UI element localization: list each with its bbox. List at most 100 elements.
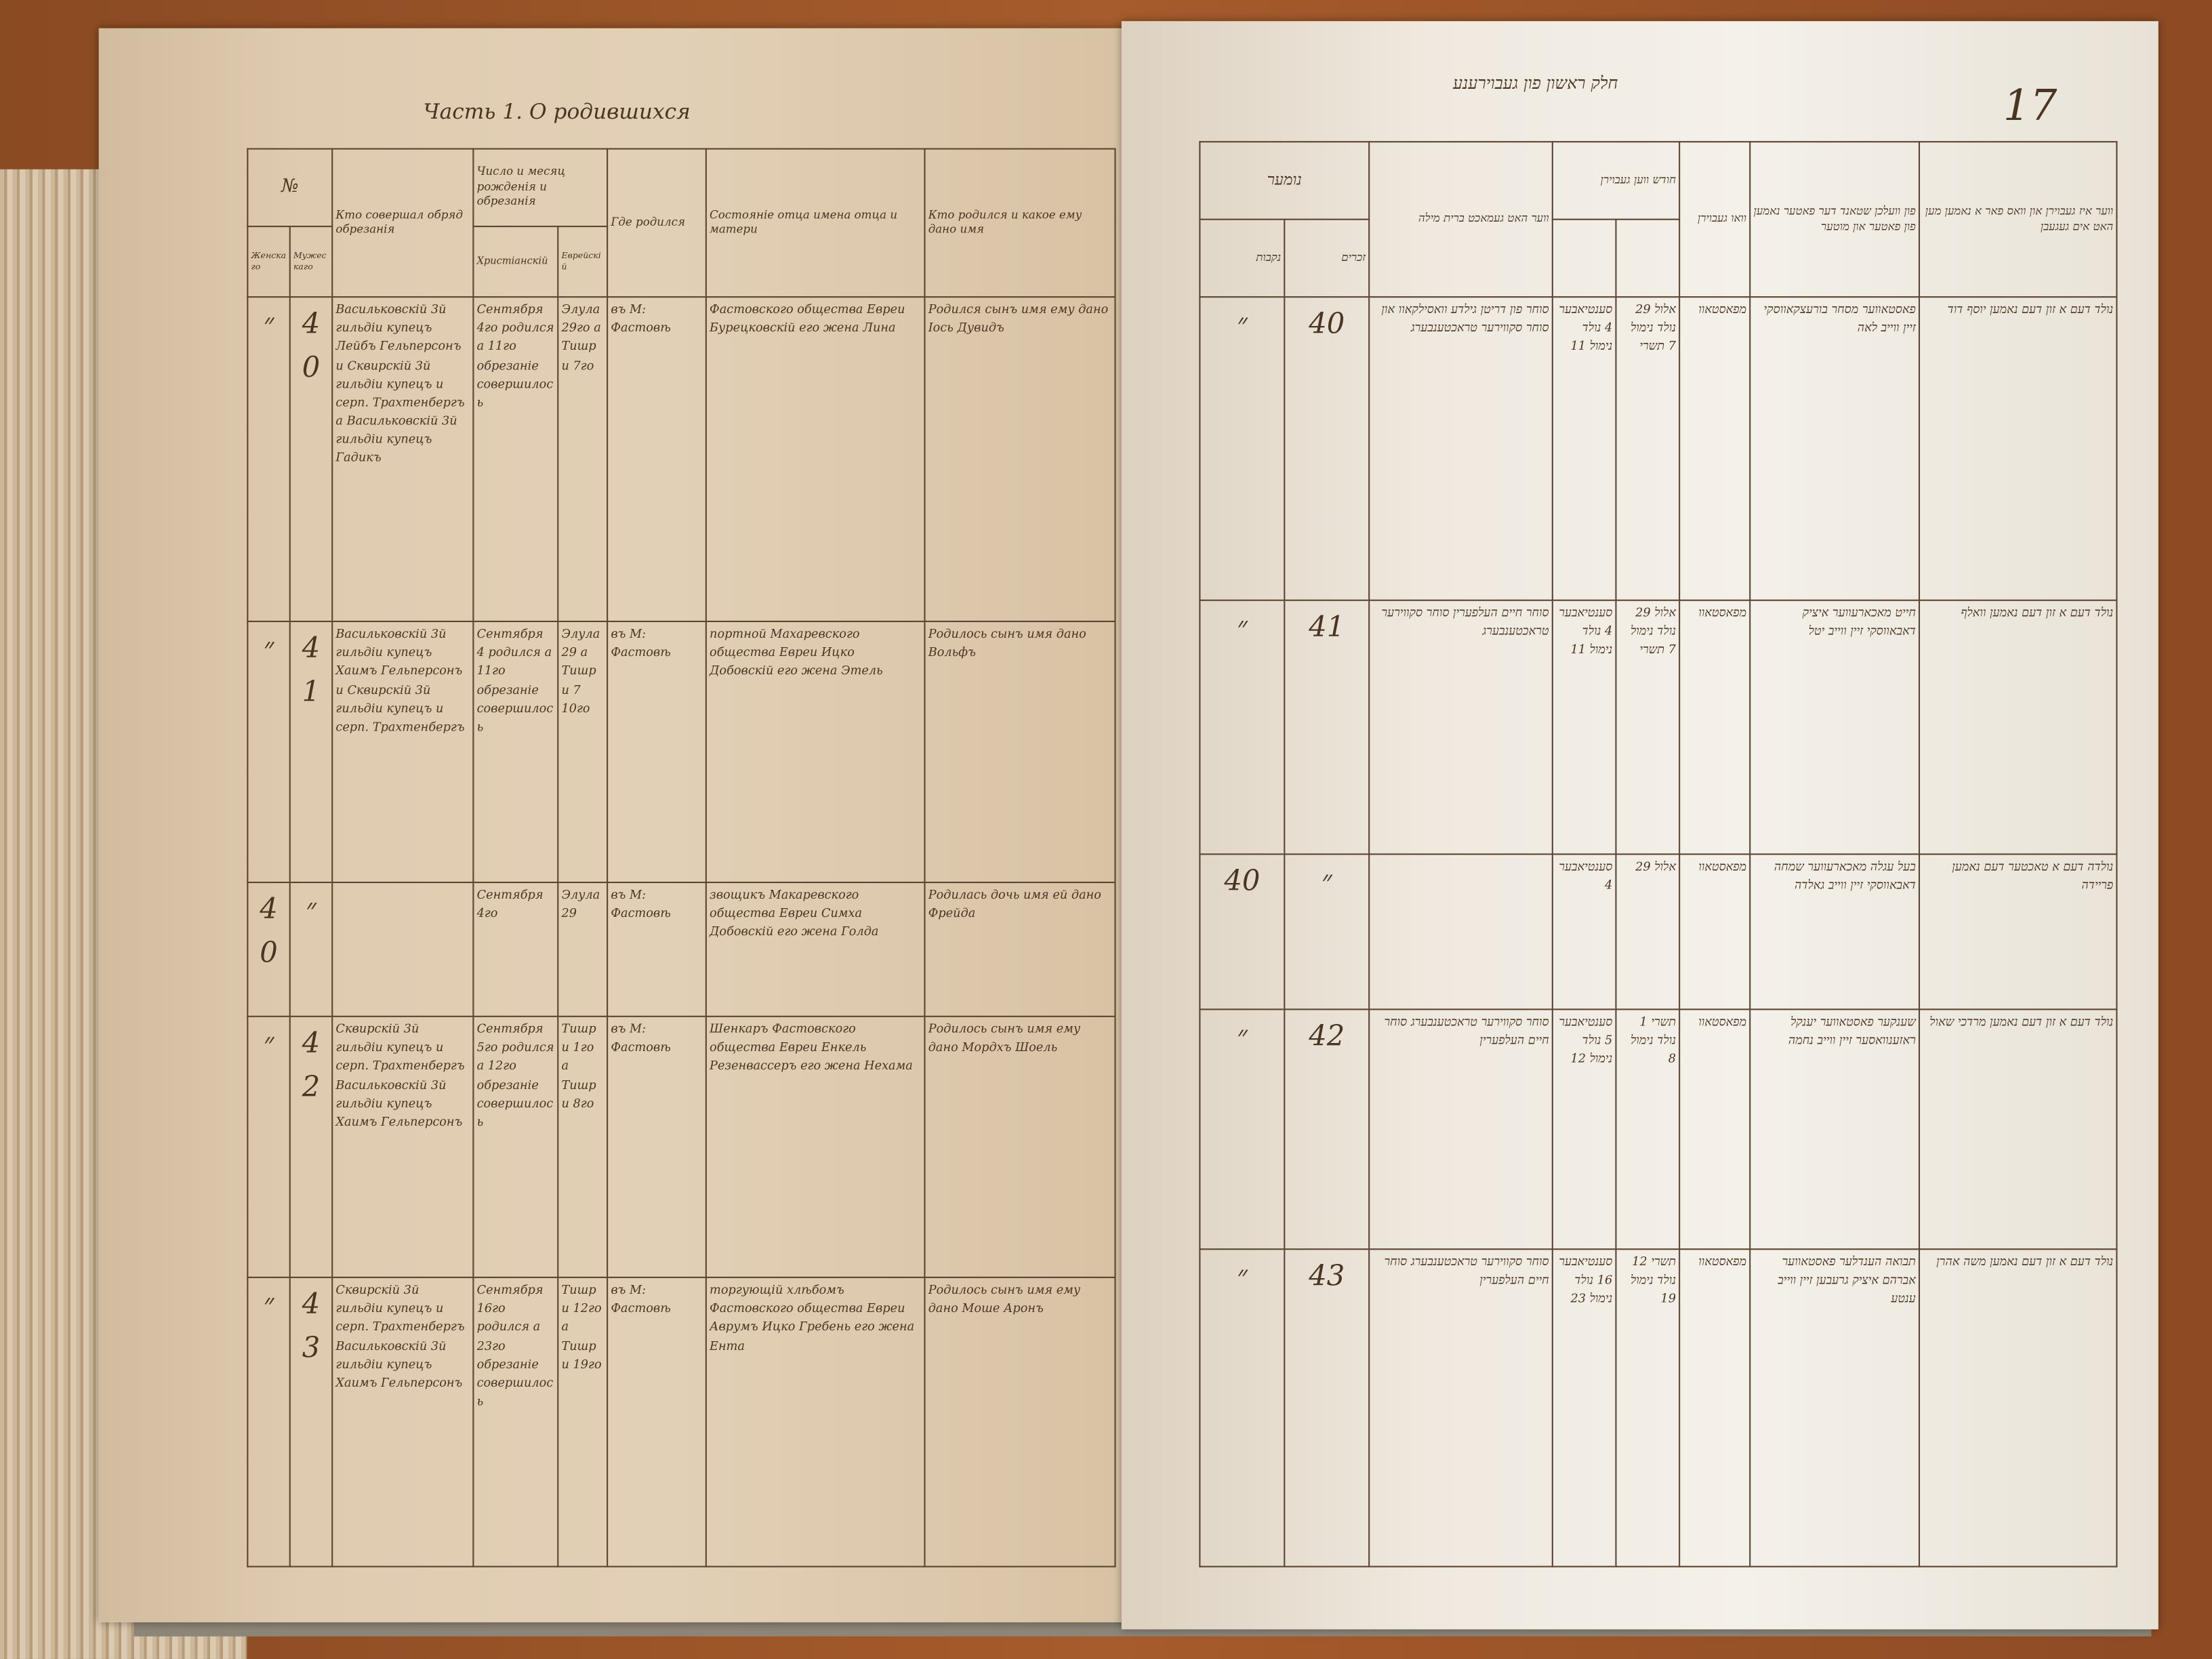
cell-parents: торгующій хлѣбомъ Фастовского общества Е… [705, 1276, 926, 1568]
cell-date-christian: Сентября 4го [472, 881, 559, 1017]
register-row: נולד דעם א זון דעם נאמען וואלף חייט מאכאר… [1199, 599, 2118, 855]
cell-place: מפאסטאוו [1679, 599, 1751, 855]
cell-child: נולד דעם א זון דעם נאמען משה אהרן [1919, 1248, 2118, 1568]
cell-male: 41 [1284, 599, 1370, 855]
header-date: Число и месяц рожденія и обрезанія [472, 148, 609, 228]
cell-place: מפאסטאוו [1679, 853, 1751, 1010]
cell-child: Родилось сынъ имя дано Вольфъ [924, 620, 1116, 884]
header-date-christian: Христіанскій [472, 226, 559, 298]
cell-performer: Сквирскій 3й гильдіи купецъ и серп. Трах… [331, 1276, 474, 1568]
cell-date-christian: סענטיאבער 4 [1551, 853, 1617, 1010]
cell-parents: תבואה הענדלער פאסטאווער אברהם איציק גרעב… [1749, 1248, 1921, 1568]
register-row: נולד דעם א זון דעם נאמען יוסף דוד פאסטאוו… [1199, 296, 2118, 601]
cell-female: 40 [1199, 853, 1286, 1010]
cell-performer: Васильковскій 3й гильдіи купецъ Хаимъ Ге… [331, 620, 474, 884]
register-row: ״ 41 Васильковскій 3й гильдіи купецъ Хаимъ… [247, 620, 1116, 884]
header-child: Кто родился и какое ему дано имя [924, 148, 1116, 298]
cell-parents: Шенкаръ Фастовского общества Евреи Енкел… [705, 1015, 926, 1278]
right-page-title: חלק ראשון פון געבוירענע [1453, 73, 1618, 94]
cell-child: Родилось сынъ имя ему дано Мордхъ Шоель [924, 1015, 1116, 1278]
header-date-jewish: Еврейскій [557, 226, 609, 298]
header-number-female: נקבות [1199, 218, 1286, 298]
cell-male: 42 [1284, 1008, 1370, 1250]
cell-parents: Фастовского общества Евреи Бурецковскій … [705, 296, 926, 622]
cell-place: въ М: Фастовѣ [607, 296, 707, 622]
right-register-table: ווער איז געבוירן און וואס פאר א נאמען מע… [1199, 141, 2118, 1568]
cell-child: נולדה דעם א טאכטער דעם נאמען פריידה [1919, 853, 2118, 1010]
register-row: 40 ״ Сентября 4го Элула 29 въ М: Фастовѣ звощ… [247, 881, 1116, 1017]
cell-date-jewish: Тишри 12го а Тишри 19го [557, 1276, 609, 1568]
cell-female: ״ [1199, 1248, 1286, 1568]
header-date-christian-blank [1551, 218, 1617, 298]
cell-date-christian: Сентября 4го родился а 11го обрезаніе со… [472, 296, 559, 622]
cell-male: 43 [1284, 1248, 1370, 1568]
header-number-female: Женскаго [247, 226, 291, 298]
cell-date-jewish: Элула 29го а Тишри 7го [557, 296, 609, 622]
cell-performer: סוחר סקווירער טראכטענבערג סוחר חיים העלפ… [1368, 1008, 1553, 1250]
cell-parents: חייט מאכארעווער איציק דאבאווסקי זיין ווי… [1749, 599, 1921, 855]
header-number: № [247, 148, 333, 228]
cell-female: ״ [1199, 1008, 1286, 1250]
cell-male: 41 [289, 620, 333, 884]
register-row: נולדה דעם א טאכטער דעם נאמען פריידה בעל ע… [1199, 853, 2118, 1010]
cell-child: Родилась дочь имя ей дано Фрейда [924, 881, 1116, 1017]
cell-child: נולד דעם א זון דעם נאמען מרדכי שאול [1919, 1008, 2118, 1250]
cell-performer: סוחר חיים העלפערין סוחר סקווירער טראכטענ… [1368, 599, 1553, 855]
cell-place: въ М: Фастовѣ [607, 1276, 707, 1568]
cell-date-christian: Сентября 4 родился а 11го обрезаніе сове… [472, 620, 559, 884]
cell-parents: שענקער פאסטאווער יענקל ראזענוואסער זיין … [1749, 1008, 1921, 1250]
cell-male: 43 [289, 1276, 333, 1568]
cell-date-jewish: אלול 29 נולד נימול 7 תשרי [1615, 599, 1681, 855]
left-register-table: № Кто совершал обряд обрезанія Число и м… [247, 148, 1116, 1568]
header-parents: Состояніе отца имена отца и матери [705, 148, 926, 298]
header-child: ווער איז געבוירן און וואס פאר א נאמען מע… [1919, 141, 2118, 298]
header-performer: ווער האט געמאכט ברית מילה [1368, 141, 1553, 298]
cell-performer [1368, 853, 1553, 1010]
cell-date-jewish: אלול 29 [1615, 853, 1681, 1010]
cell-performer: Сквирскій 3й гильдіи купецъ и серп. Трах… [331, 1015, 474, 1278]
left-page-title: Часть 1. О родившихся [423, 98, 691, 125]
register-row: ״ 43 Сквирскій 3й гильдіи купецъ и серп. Т… [247, 1276, 1116, 1568]
register-row: ״ 40 Васильковскій 3й гильдіи купецъ Лейбъ… [247, 296, 1116, 622]
header-place: וואו געבוירן [1679, 141, 1751, 298]
cell-date-christian: Сентября 16го родился а 23го обрезаніе с… [472, 1276, 559, 1568]
cell-performer [331, 881, 474, 1017]
register-row: נולד דעם א זון דעם נאמען מרדכי שאול שענקע… [1199, 1008, 2118, 1250]
register-row: נולד דעם א זון דעם נאמען משה אהרן תבואה ה… [1199, 1248, 2118, 1568]
register-row: ״ 42 Сквирскій 3й гильдіи купецъ и серп. Т… [247, 1015, 1116, 1278]
header-number: נומער [1199, 141, 1370, 220]
header-performer: Кто совершал обряд обрезанія [331, 148, 474, 298]
cell-parents: פאסטאווער מסחר בורעצקאווסקי זיין ווייב ל… [1749, 296, 1921, 601]
page-number: 17 [2003, 81, 2057, 131]
cell-female: ״ [247, 1015, 291, 1278]
cell-date-christian: סענטיאבער 16 נולד נימול 23 [1551, 1248, 1617, 1568]
cell-place: въ М: Фастовѣ [607, 1015, 707, 1278]
cell-female: ״ [247, 1276, 291, 1568]
cell-parents: звощикъ Макаревского общества Евреи Симх… [705, 881, 926, 1017]
cell-child: נולד דעם א זון דעם נאמען יוסף דוד [1919, 296, 2118, 601]
header-number-male: זכרים [1284, 218, 1370, 298]
header-place: Где родился [607, 148, 707, 298]
header-date: חודש ווען געבוירן [1551, 141, 1681, 220]
header-number-male: Мужескаго [289, 226, 333, 298]
cell-place: מפאסטאוו [1679, 1008, 1751, 1250]
cell-date-jewish: תשרי 1 נולד נימול 8 [1615, 1008, 1681, 1250]
cell-female: ״ [1199, 599, 1286, 855]
cell-date-jewish: Элула 29 [557, 881, 609, 1017]
cell-date-christian: Сентября 5го родился а 12го обрезаніе со… [472, 1015, 559, 1278]
cell-date-christian: סענטיאבער 5 נולד נימול 12 [1551, 1008, 1617, 1250]
header-date-jewish-blank [1615, 218, 1681, 298]
cell-female: ״ [247, 620, 291, 884]
cell-date-jewish: אלול 29 נולד נימול 7 תשרי [1615, 296, 1681, 601]
cell-male: ״ [289, 881, 333, 1017]
cell-female: ״ [1199, 296, 1286, 601]
cell-performer: Васильковскій 3й гильдіи купецъ Лейбъ Ге… [331, 296, 474, 622]
cell-place: въ М: Фастовѣ [607, 620, 707, 884]
cell-date-christian: סענטיאבער 4 נולד נימול 11 [1551, 599, 1617, 855]
cell-female: 40 [247, 881, 291, 1017]
cell-performer: סוחר פון דריטן גילדע וואסילקאוו און סוחר… [1368, 296, 1553, 601]
cell-date-jewish: תשרי 12 נולד נימול 19 [1615, 1248, 1681, 1568]
cell-male: 40 [1284, 296, 1370, 601]
cell-performer: סוחר סקווירער טראכטענבערג סוחר חיים העלפ… [1368, 1248, 1553, 1568]
